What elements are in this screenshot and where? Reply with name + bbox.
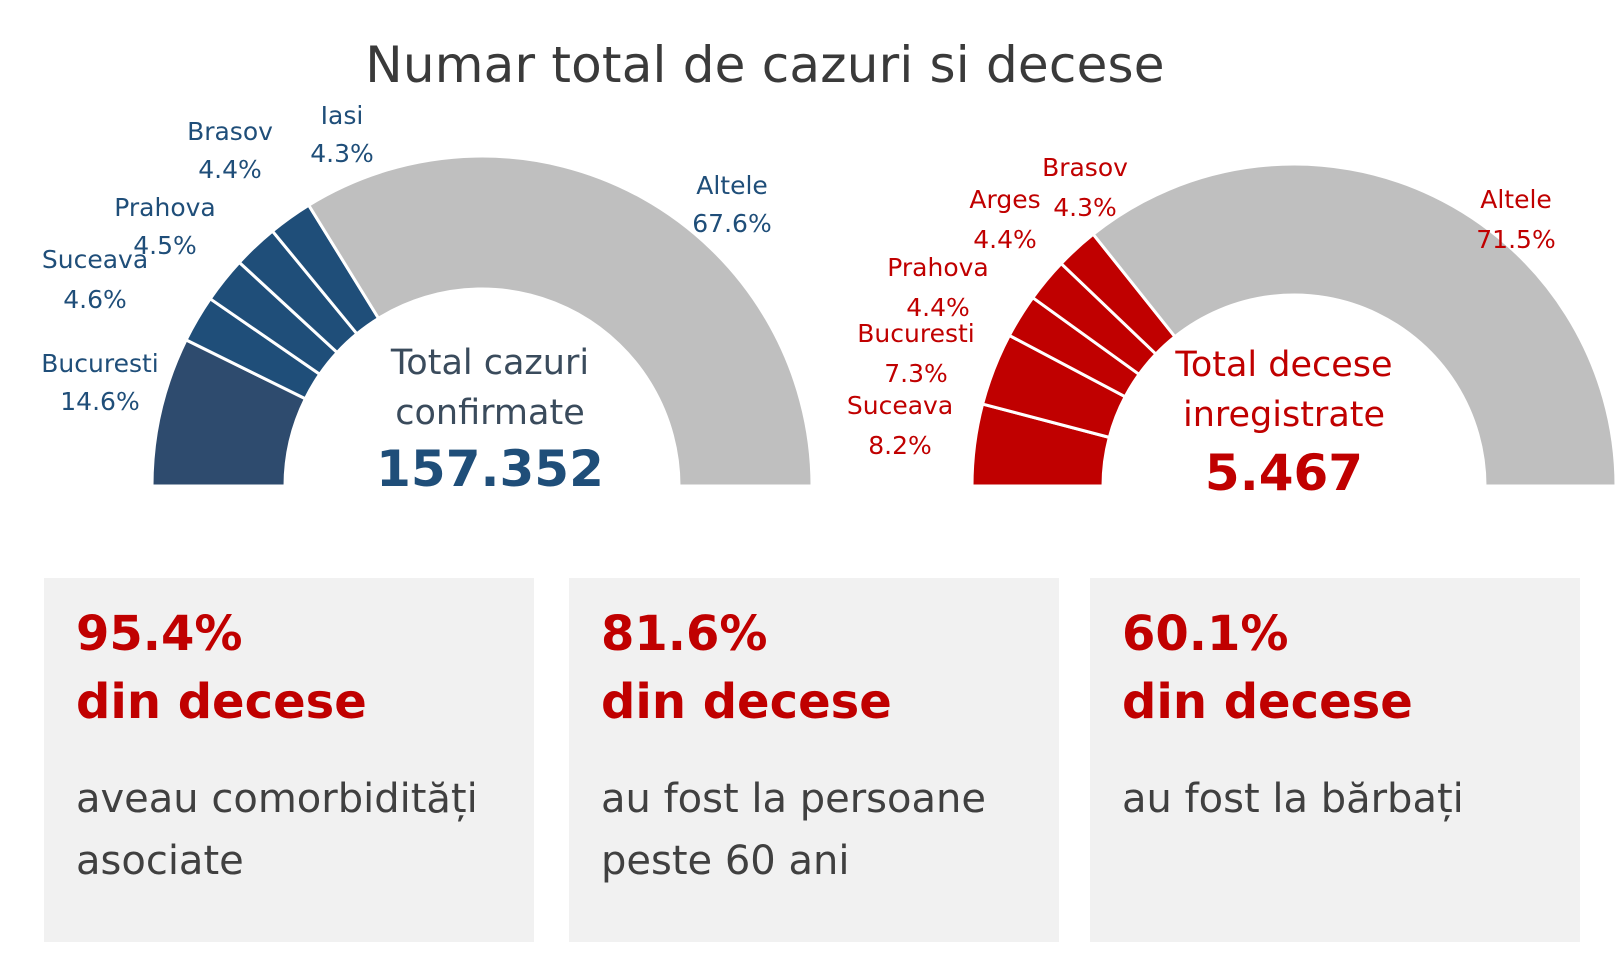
slice-label-altele: Altele (696, 171, 768, 200)
stat-description: au fost la bărbați (1122, 776, 1464, 822)
slice-label-arges: Arges (969, 185, 1040, 214)
slice-value-brasov: 4.3% (1053, 193, 1117, 222)
slice-altele (1091, 162, 1618, 488)
slice-value-bucuresti: 14.6% (60, 387, 139, 416)
slice-value-altele: 67.6% (692, 209, 771, 238)
slice-label-bucuresti: Bucuresti (857, 319, 974, 348)
page-title: Numar total de cazuri si decese (365, 36, 1165, 94)
stat-card-men: 60.1% din decese au fost la bărbați (1090, 578, 1580, 942)
stat-subtitle: din decese (76, 674, 367, 730)
half-donut-chart-1: Bucuresti 14.6% Suceava 4.6% Prahova 4.5% Bras… (41, 101, 814, 498)
stat-card-age: 81.6% din decese au fost la persoane pes… (569, 578, 1059, 942)
charts-canvas: Bucuresti 14.6% Suceava 4.6% Prahova 4.5% Bras… (41, 101, 1618, 502)
slice-label-altele: Altele (1480, 185, 1552, 214)
stat-subtitle: din decese (601, 674, 892, 730)
slice-value-brasov: 4.4% (198, 155, 262, 184)
center-value: 5.467 (1205, 444, 1363, 502)
stat-percent: 60.1% (1122, 606, 1289, 662)
half-donut-chart-2: Suceava8.2%Bucuresti7.3%Prahova4.4%Arges… (847, 153, 1618, 502)
center-label-line1: Total decese (1174, 345, 1392, 385)
center-label-line2: confirmate (395, 393, 584, 433)
slice-label-prahova: Prahova (887, 253, 989, 282)
slice-label-brasov: Brasov (187, 117, 273, 146)
stat-description: au fost la persoane peste 60 ani (601, 776, 986, 884)
stat-percent: 81.6% (601, 606, 768, 662)
slice-value-prahova: 4.4% (906, 293, 970, 322)
slice-value-arges: 4.4% (973, 225, 1037, 254)
slice-value-prahova: 4.5% (133, 231, 197, 260)
slice-label-prahova: Prahova (114, 193, 216, 222)
slice-label-suceava: Suceava (847, 391, 953, 420)
center-label-line1: Total cazuri (390, 343, 589, 383)
slice-value-suceava: 4.6% (63, 285, 127, 314)
stat-description: aveau comorbidități asociate (76, 776, 478, 884)
slice-value-altele: 71.5% (1476, 225, 1555, 254)
slice-label-bucuresti: Bucuresti (41, 349, 158, 378)
center-value: 157.352 (376, 440, 604, 498)
slice-value-bucuresti: 7.3% (884, 359, 948, 388)
slice-altele (306, 154, 814, 488)
stat-card-comorbidities: 95.4% din decese aveau comorbidități aso… (44, 578, 534, 942)
stat-subtitle: din decese (1122, 674, 1413, 730)
stat-percent: 95.4% (76, 606, 243, 662)
slice-value-iasi: 4.3% (310, 139, 374, 168)
slice-label-iasi: Iasi (321, 101, 364, 130)
center-label-line2: inregistrate (1183, 395, 1385, 435)
slice-value-suceava: 8.2% (868, 431, 932, 460)
slice-label-suceava: Suceava (42, 245, 148, 274)
slice-label-brasov: Brasov (1042, 153, 1128, 182)
